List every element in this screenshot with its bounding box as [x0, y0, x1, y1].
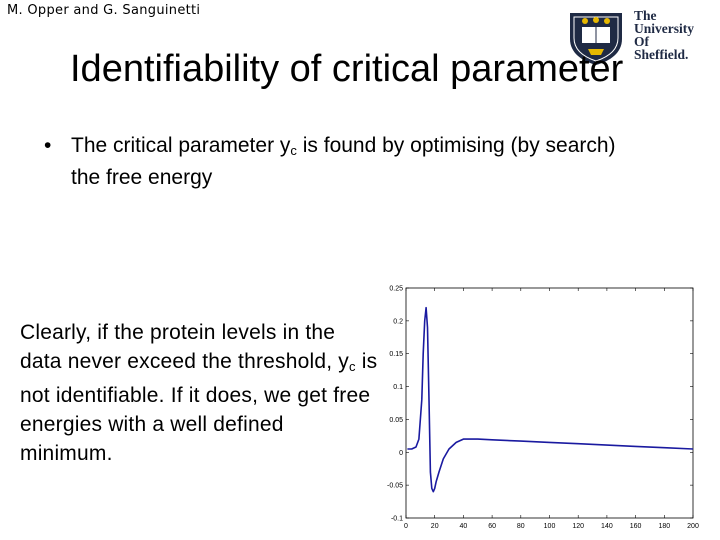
- y-tick-label: -0.05: [387, 483, 403, 490]
- y-tick-label: 0: [399, 450, 403, 457]
- bullet-marker: •: [44, 134, 52, 157]
- x-tick-label: 180: [658, 523, 670, 530]
- x-tick-label: 60: [488, 523, 496, 530]
- x-tick-label: 160: [630, 523, 642, 530]
- y-tick-label: 0.2: [393, 318, 403, 325]
- series-line: [407, 306, 694, 493]
- x-tick-label: 40: [460, 523, 468, 530]
- logo-wordmark: The University Of Sheffield.: [634, 8, 694, 62]
- logo-line: Sheffield.: [634, 47, 689, 62]
- chart-lines: [407, 306, 694, 493]
- x-tick-label: 120: [572, 523, 584, 530]
- y-tick-label: -0.1: [391, 516, 403, 523]
- x-tick-label: 140: [601, 523, 613, 530]
- y-tick-label: 0.25: [389, 286, 403, 293]
- plot-area: [405, 287, 694, 519]
- paragraph-subscript: c: [349, 359, 356, 374]
- bullet-subscript: c: [290, 143, 297, 158]
- x-tick-label: 80: [517, 523, 525, 530]
- author-credit: M. Opper and G. Sanguinetti: [7, 3, 201, 18]
- y-tick-label: 0.05: [389, 417, 403, 424]
- shield-icon: [570, 13, 622, 65]
- y-tick-label: 0.1: [393, 384, 403, 391]
- slide-title: Identifiability of critical parameter: [70, 48, 624, 90]
- x-tick-label: 100: [544, 523, 556, 530]
- paragraph-text-before: Clearly, if the protein levels in the da…: [20, 321, 350, 373]
- bullet-text: The critical parameter yc is found by op…: [71, 132, 631, 191]
- x-tick-label: 0: [404, 523, 408, 530]
- y-tick-label: 0.15: [389, 351, 403, 358]
- free-energy-chart: 0 20 40 60 80 100 120 140 160 180 200 -0.1 -0.05 0 0.0…: [387, 286, 699, 531]
- logo-line: Of: [634, 34, 649, 49]
- x-tick-label: 200: [687, 523, 699, 530]
- x-tick-label: 20: [431, 523, 439, 530]
- bullet-text-before: The critical parameter y: [71, 134, 291, 157]
- chart-ticks: 0 20 40 60 80 100 120 140 160 180 200 -0.1 -0.05 0 0.0…: [387, 286, 699, 531]
- paragraph-text-after: is not identifiable. If it does, we get …: [20, 350, 378, 465]
- bullet-text-after: is found by optimising (by search) the f…: [71, 134, 616, 189]
- logo-line: University: [634, 21, 694, 36]
- logo-line: The: [634, 8, 657, 23]
- university-logo: The University Of Sheffield.: [566, 9, 696, 67]
- explanation-paragraph: Clearly, if the protein levels in the da…: [20, 318, 380, 468]
